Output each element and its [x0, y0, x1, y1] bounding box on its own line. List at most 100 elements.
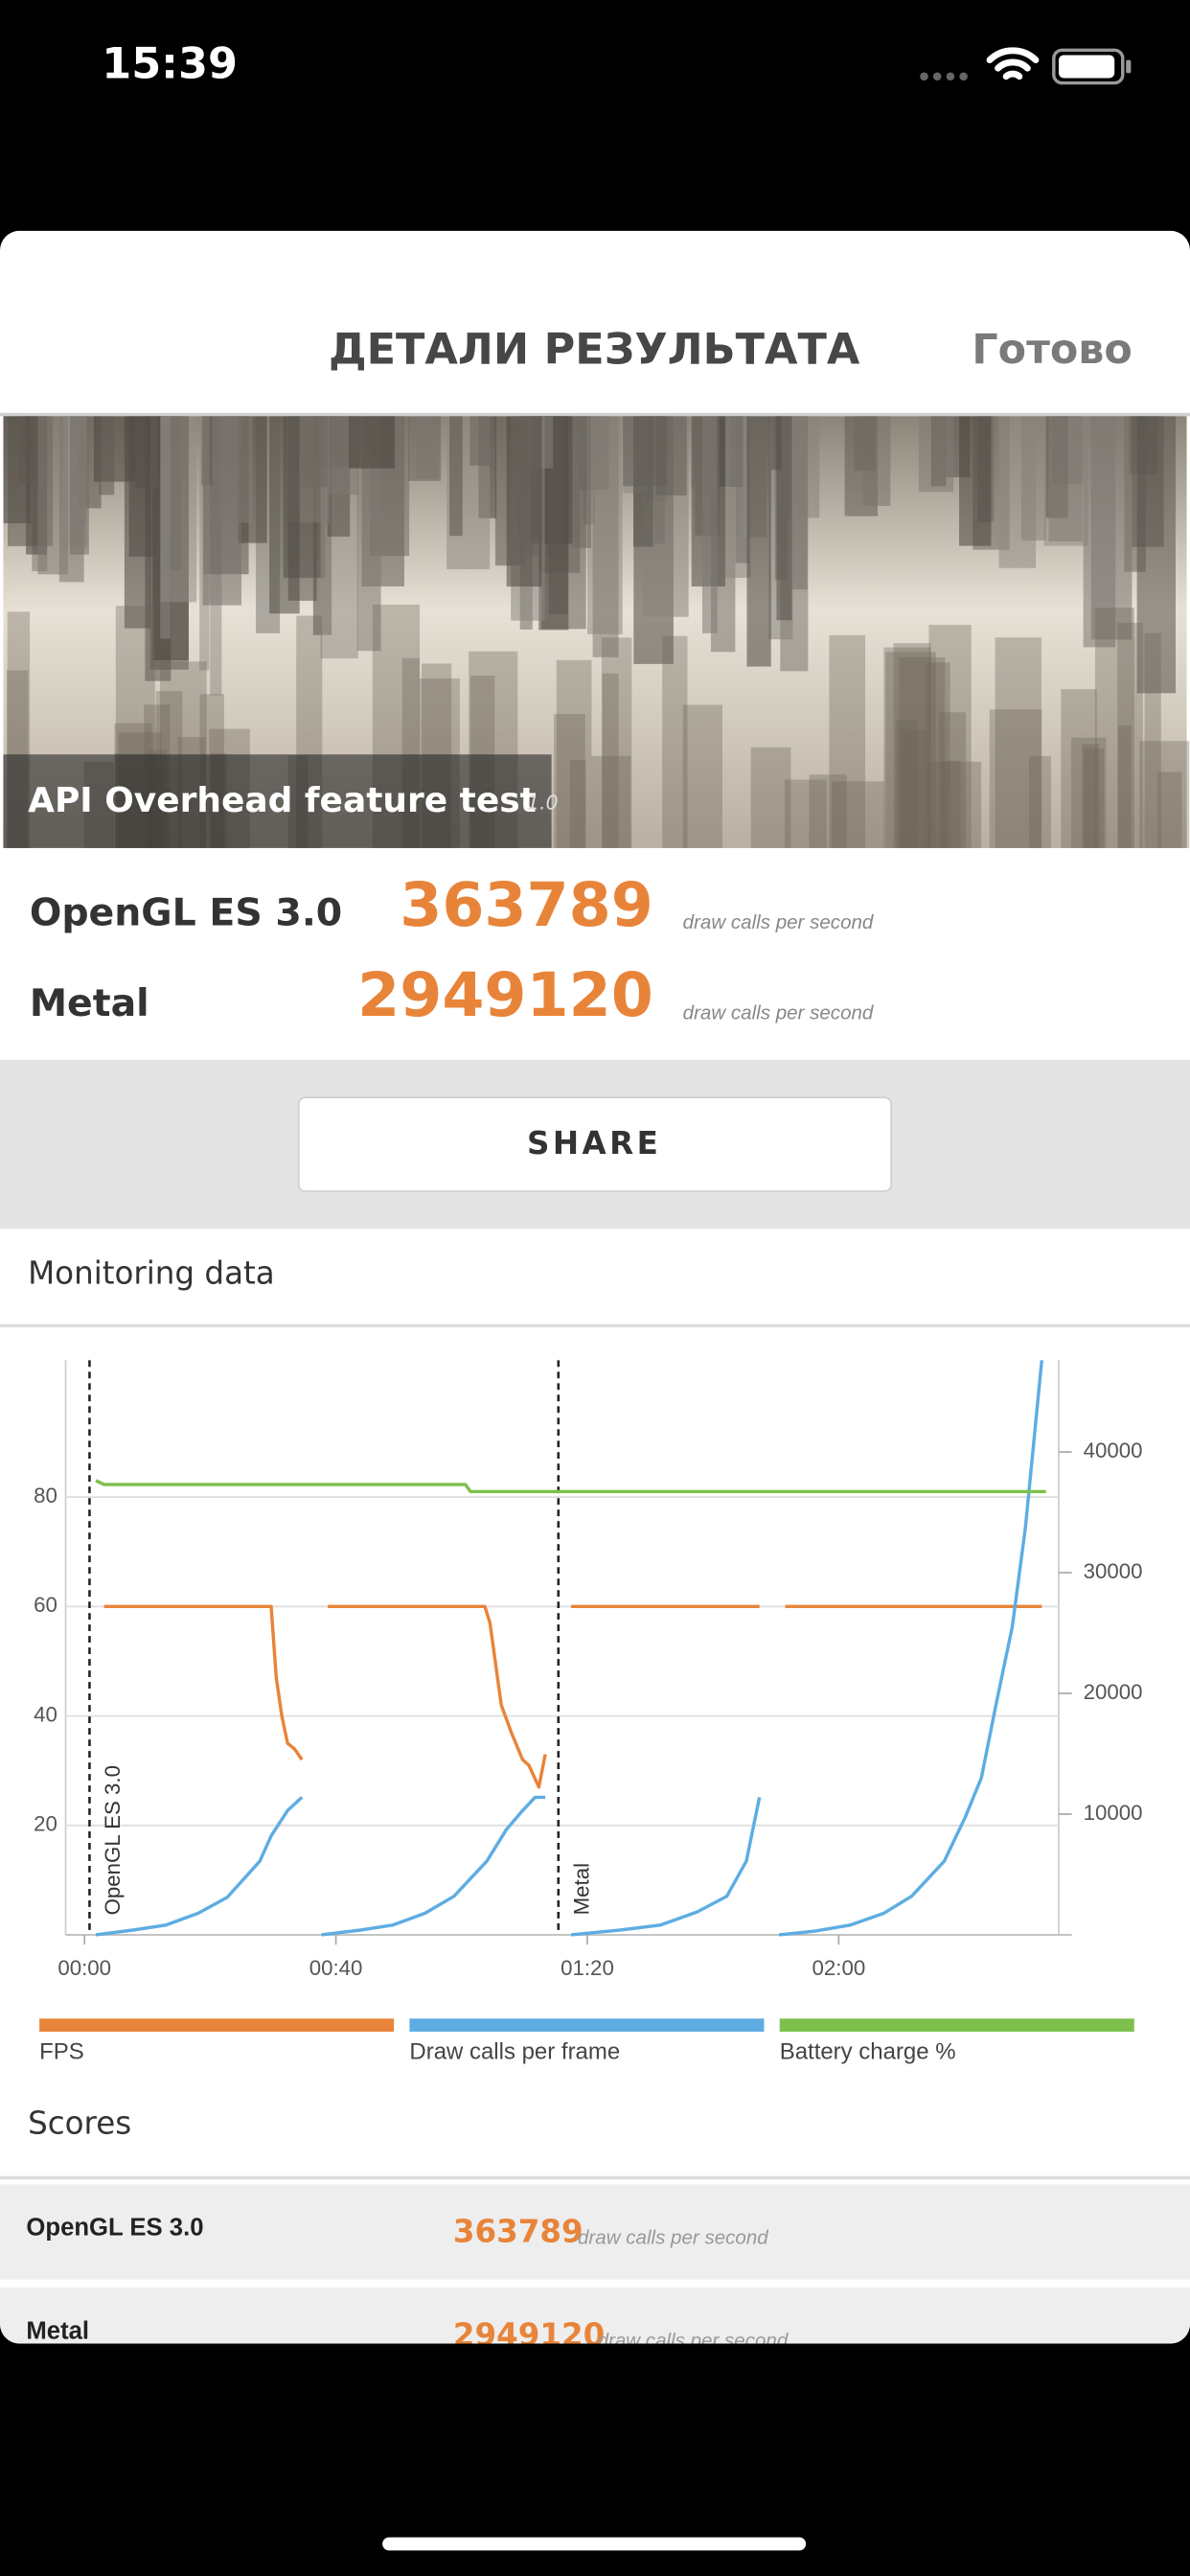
x-tick-label: 01:20 — [561, 1956, 614, 1980]
banner-shape — [569, 759, 586, 848]
legend-swatch — [779, 2018, 1134, 2033]
banner-shape — [548, 416, 568, 614]
banner-shape — [682, 704, 722, 848]
banner-shape — [99, 416, 115, 495]
banner-shape — [829, 634, 866, 848]
legend-label: Battery charge % — [780, 2039, 956, 2065]
banner-shape — [662, 635, 688, 848]
banner-shape — [854, 416, 876, 472]
results: OpenGL ES 3.0 363789 draw calls per second… — [30, 869, 874, 1030]
banner-shape — [408, 416, 442, 481]
result-score: 2949120 — [357, 959, 653, 1030]
legend-swatch — [39, 2018, 395, 2033]
banner-shape — [928, 625, 972, 848]
banner-shape — [69, 416, 89, 555]
sheet: ДЕТАЛИ РЕЗУЛЬТАТА Готово API Overhead fe… — [0, 230, 1190, 2354]
banner-shape — [202, 416, 241, 606]
monitoring-title: Monitoring data — [28, 1254, 275, 1291]
banner-shape — [124, 416, 151, 629]
y2-tick-label: 10000 — [1084, 1801, 1143, 1825]
signal-dot — [920, 72, 928, 81]
marker-label: OpenGL ES 3.0 — [101, 1765, 125, 1915]
banner — [3, 416, 1190, 848]
banner-shape — [1136, 416, 1177, 694]
y2-tick-label: 40000 — [1084, 1438, 1143, 1462]
wifi-icon — [986, 47, 1040, 80]
banner-shape — [1048, 416, 1084, 542]
banner-title: API Overhead feature test — [28, 781, 537, 820]
banner-shape — [1070, 737, 1107, 848]
banner-shape — [938, 712, 966, 848]
series-line — [103, 1604, 1042, 1789]
result-name: OpenGL ES 3.0 — [30, 891, 342, 935]
battery-tip — [1126, 59, 1132, 74]
banner-shape — [899, 729, 927, 848]
y2-tick-label: 30000 — [1084, 1559, 1143, 1583]
score-row — [0, 2288, 1190, 2344]
banner-shape — [601, 637, 632, 848]
series-line — [95, 1360, 1044, 1937]
chart: 20 40 60 80 10000 20000 30000 40000 00:00 00:40 01… — [34, 1360, 1143, 2065]
share-button[interactable] — [297, 1096, 893, 1192]
banner-shape — [554, 714, 585, 848]
legend-swatch — [409, 2018, 765, 2033]
banner-shape — [623, 416, 668, 487]
banner-shape — [831, 781, 885, 848]
battery-icon — [1052, 48, 1125, 85]
signal-dot — [946, 72, 955, 81]
score-name: OpenGL ES 3.0 — [26, 2214, 203, 2241]
banner-shape — [1117, 622, 1143, 848]
result-score: 363789 — [400, 869, 653, 940]
banner-shape — [160, 416, 171, 639]
banner-shape — [809, 774, 847, 848]
banner-shape — [591, 755, 631, 848]
banner-shape — [1084, 748, 1104, 848]
signal-dot — [959, 72, 968, 81]
y-tick-label: 80 — [34, 1484, 57, 1507]
banner-shape — [1118, 724, 1132, 848]
banner-shape — [1144, 632, 1161, 848]
banner-shape — [592, 416, 619, 657]
y2-tick-label: 20000 — [1084, 1680, 1143, 1704]
score-unit: draw calls per second — [578, 2226, 768, 2248]
share-label[interactable]: SHARE — [527, 1125, 661, 1162]
banner-shape — [927, 761, 982, 848]
result-name: Metal — [30, 981, 149, 1025]
signal-dot — [932, 72, 942, 81]
banner-version: 1.0 — [527, 792, 559, 815]
result-unit: draw calls per second — [683, 1001, 874, 1024]
scores-title: Scores — [28, 2105, 131, 2142]
x-tick-label: 02:00 — [812, 1956, 866, 1980]
header-title: ДЕТАЛИ РЕЗУЛЬТАТА — [329, 325, 860, 375]
banner-shape — [750, 747, 791, 848]
banner-shape — [1082, 744, 1099, 848]
banner-overlay — [3, 754, 552, 848]
banner-shape — [995, 637, 1041, 848]
banner-shape — [449, 416, 463, 537]
banner-shape — [37, 416, 68, 575]
status-icons — [920, 47, 1132, 85]
banner-shape — [1157, 771, 1182, 848]
banner-shape — [349, 416, 396, 469]
banner-shape — [918, 416, 954, 493]
banner-shape — [701, 416, 718, 633]
banner-shape — [899, 656, 946, 848]
score-value: 2949120 — [453, 2317, 605, 2354]
legend-label: Draw calls per frame — [409, 2039, 620, 2065]
banner-shape — [1061, 689, 1097, 848]
done-button[interactable]: Готово — [972, 326, 1132, 374]
banner-shape — [1028, 755, 1051, 848]
banner-shape — [925, 662, 950, 848]
x-tick-label: 00:00 — [57, 1956, 111, 1980]
home-indicator — [382, 2537, 807, 2551]
marker-label: Metal — [569, 1863, 593, 1915]
score-row — [0, 2184, 1190, 2280]
banner-shape — [1083, 416, 1116, 648]
banner-shape — [269, 416, 300, 614]
banner-shape — [959, 416, 992, 546]
banner-shape — [895, 720, 918, 848]
y-tick-label: 60 — [34, 1593, 57, 1617]
series-line — [95, 1479, 1046, 1494]
